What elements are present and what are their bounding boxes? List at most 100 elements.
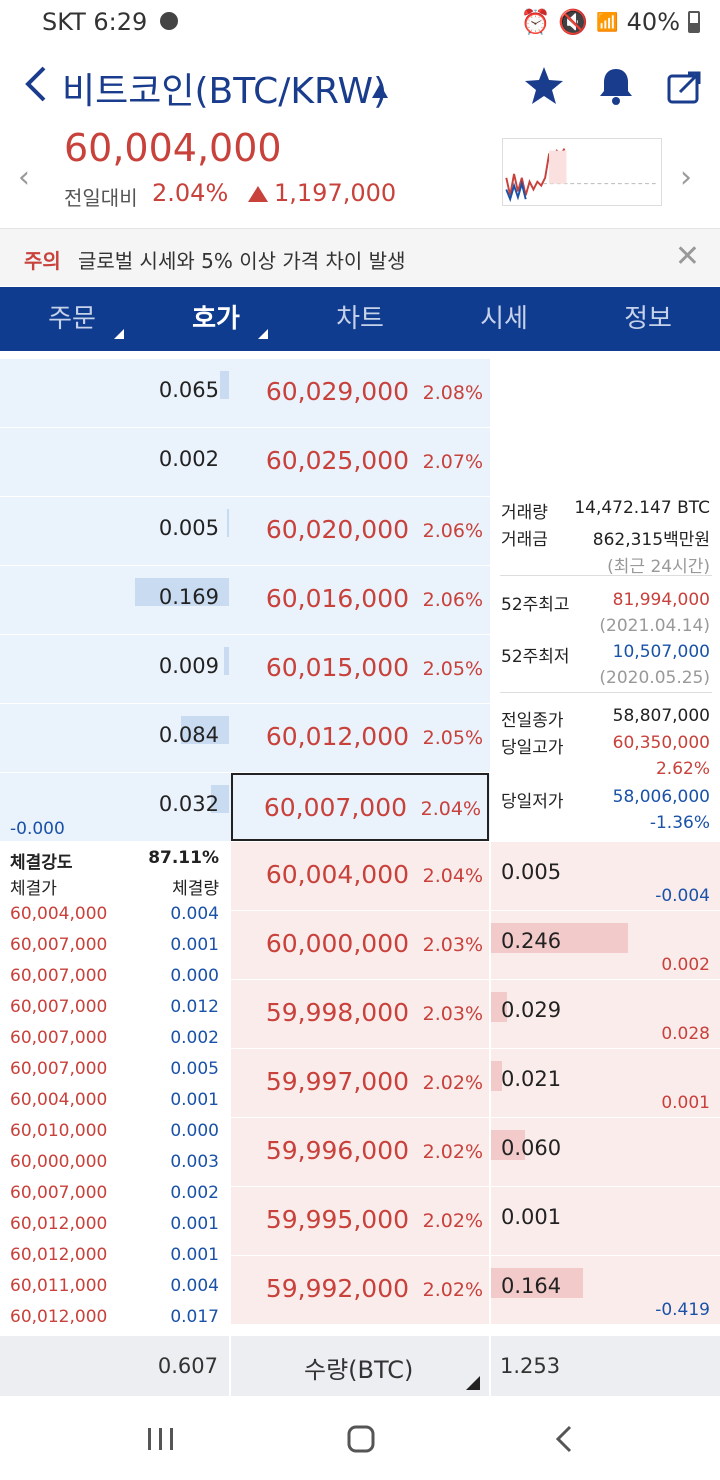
trade-row: 60,007,000 0.002 xyxy=(0,1179,229,1210)
mini-chart[interactable] xyxy=(502,138,662,206)
trade-qty: 0.005 xyxy=(170,1059,219,1079)
trade-row: 60,011,000 0.004 xyxy=(0,1272,229,1303)
ask-price: 60,016,000 xyxy=(265,584,409,613)
bid-price: 59,996,000 xyxy=(265,1136,409,1165)
day-low-value: 58,006,000 xyxy=(612,787,710,807)
low52-date: (2020.05.25) xyxy=(599,668,710,688)
trade-price: 60,012,000 xyxy=(10,1245,108,1265)
bid-price: 60,000,000 xyxy=(265,929,409,958)
ask-row[interactable]: 0.084 60,012,000 2.05% xyxy=(0,704,490,772)
ask-price-cell[interactable]: 60,007,000 2.04% xyxy=(231,773,489,841)
ask-row[interactable]: 0.065 60,029,000 2.08% xyxy=(0,359,490,427)
ask-qty: 0.169 xyxy=(158,585,219,609)
bid-change: 0.001 xyxy=(661,1093,710,1113)
trade-row: 60,004,000 0.004 xyxy=(0,900,229,931)
trade-qty: 0.012 xyxy=(170,997,219,1017)
amount-label: 거래금 xyxy=(501,530,548,550)
trade-row: 60,007,000 0.000 xyxy=(0,962,229,993)
trade-row: 60,012,000 0.001 xyxy=(0,1210,229,1241)
bid-change: -0.004 xyxy=(655,886,710,906)
day-high-pct: 2.62% xyxy=(655,759,710,779)
amount-value: 862,315백만원 xyxy=(592,530,710,550)
ask-qty-cell: 0.065 xyxy=(0,359,229,427)
ask-qty: 0.009 xyxy=(158,654,219,678)
bid-total: 1.253 xyxy=(500,1354,561,1378)
status-bar: SKT 6:29 ⏰ 🔇 📶 40% xyxy=(0,0,720,46)
ask-row[interactable]: 0.005 60,020,000 2.06% xyxy=(0,497,490,565)
bid-price-cell[interactable]: 59,996,000 2.02% xyxy=(231,1118,489,1186)
bid-price-cell[interactable]: 60,000,000 2.03% xyxy=(231,911,489,979)
bid-price: 59,997,000 xyxy=(265,1067,409,1096)
title-dropdown-icon[interactable] xyxy=(372,84,388,98)
page-title[interactable]: 비트코인(BTC/KRW) xyxy=(62,71,388,112)
home-icon[interactable] xyxy=(346,1424,376,1454)
ask-price-cell[interactable]: 60,029,000 2.08% xyxy=(231,359,489,427)
back-nav-icon[interactable] xyxy=(552,1424,576,1454)
bid-price-cell[interactable]: 59,992,000 2.02% xyxy=(231,1256,489,1324)
bid-pct: 2.03% xyxy=(422,1003,483,1025)
unit-dropdown-icon[interactable] xyxy=(466,1376,480,1390)
bid-qty-cell: 0.021 0.001 xyxy=(491,1049,720,1117)
ask-price: 60,020,000 xyxy=(265,515,409,544)
ask-price-cell[interactable]: 60,012,000 2.05% xyxy=(231,704,489,772)
ask-qty: 0.065 xyxy=(158,378,219,402)
ask-pct: 2.06% xyxy=(422,589,483,611)
prev-coin-arrow-icon[interactable]: ‹ xyxy=(18,160,30,195)
bell-icon[interactable] xyxy=(594,64,638,108)
system-nav-bar xyxy=(0,1396,720,1480)
bid-price-cell[interactable]: 59,995,000 2.02% xyxy=(231,1187,489,1255)
ask-row[interactable]: 0.009 60,015,000 2.05% xyxy=(0,635,490,703)
bid-price: 60,004,000 xyxy=(265,860,409,889)
next-coin-arrow-icon[interactable]: › xyxy=(680,160,692,195)
bid-change: -0.419 xyxy=(655,1300,710,1320)
ask-row[interactable]: 0.002 60,025,000 2.07% xyxy=(0,428,490,496)
ask-price-cell[interactable]: 60,020,000 2.06% xyxy=(231,497,489,565)
ask-row[interactable]: 0.032 -0.000 60,007,000 2.04% xyxy=(0,773,490,841)
trade-qty: 0.001 xyxy=(170,1245,219,1265)
share-icon[interactable] xyxy=(664,64,708,108)
bid-price: 59,998,000 xyxy=(265,998,409,1027)
trade-price-header: 체결가 xyxy=(10,879,57,899)
recent-apps-icon[interactable] xyxy=(146,1426,176,1452)
favorite-star-icon[interactable] xyxy=(522,64,566,108)
prev-label: 전일대비 xyxy=(64,186,138,210)
ask-qty-bar xyxy=(135,578,229,606)
trade-price: 60,012,000 xyxy=(10,1307,108,1327)
bid-price-cell[interactable]: 59,997,000 2.02% xyxy=(231,1049,489,1117)
trade-qty: 0.017 xyxy=(170,1307,219,1327)
bid-qty-cell: 0.164 -0.419 xyxy=(491,1256,720,1324)
trade-row: 60,000,000 0.003 xyxy=(0,1148,229,1179)
unit-selector[interactable]: 수량(BTC) xyxy=(304,1356,414,1384)
tab-order[interactable]: 주문 xyxy=(0,287,144,351)
ask-pct: 2.05% xyxy=(422,727,483,749)
bid-qty-bar xyxy=(491,1268,583,1298)
ask-change: -0.000 xyxy=(10,819,65,839)
ask-row[interactable]: 0.169 60,016,000 2.06% xyxy=(0,566,490,634)
notice-tag: 주의 xyxy=(24,249,61,273)
ask-qty-cell: 0.032 -0.000 xyxy=(0,773,229,841)
ask-price: 60,029,000 xyxy=(265,377,409,406)
trade-qty: 0.002 xyxy=(170,1183,219,1203)
tab-quote[interactable]: 시세 xyxy=(480,304,528,334)
bid-pct: 2.02% xyxy=(422,1072,483,1094)
ask-price-cell[interactable]: 60,025,000 2.07% xyxy=(231,428,489,496)
tab-info[interactable]: 정보 xyxy=(624,304,672,334)
close-icon[interactable]: ✕ xyxy=(674,239,700,274)
back-icon[interactable] xyxy=(18,62,54,106)
bid-qty-bar xyxy=(491,1061,502,1091)
bid-pct: 2.04% xyxy=(422,865,483,887)
tab-chart[interactable]: 차트 xyxy=(336,304,384,334)
prev-close-value: 58,807,000 xyxy=(612,706,710,726)
ask-price-cell[interactable]: 60,015,000 2.05% xyxy=(231,635,489,703)
high52-date: (2021.04.14) xyxy=(599,616,710,636)
bid-price-cell[interactable]: 59,998,000 2.03% xyxy=(231,980,489,1048)
tab-orderbook[interactable]: 호가 xyxy=(144,287,288,351)
trade-price: 60,007,000 xyxy=(10,1183,108,1203)
high52-value: 81,994,000 xyxy=(612,590,710,610)
trade-history: 체결강도 87.11% 체결가 체결량 60,004,000 0.004 60,00… xyxy=(0,842,229,1335)
trade-price: 60,011,000 xyxy=(10,1276,108,1296)
bid-price-cell[interactable]: 60,004,000 2.04% xyxy=(231,842,489,910)
ask-qty: 0.084 xyxy=(158,723,219,747)
ask-price-cell[interactable]: 60,016,000 2.06% xyxy=(231,566,489,634)
ask-pct: 2.07% xyxy=(422,451,483,473)
